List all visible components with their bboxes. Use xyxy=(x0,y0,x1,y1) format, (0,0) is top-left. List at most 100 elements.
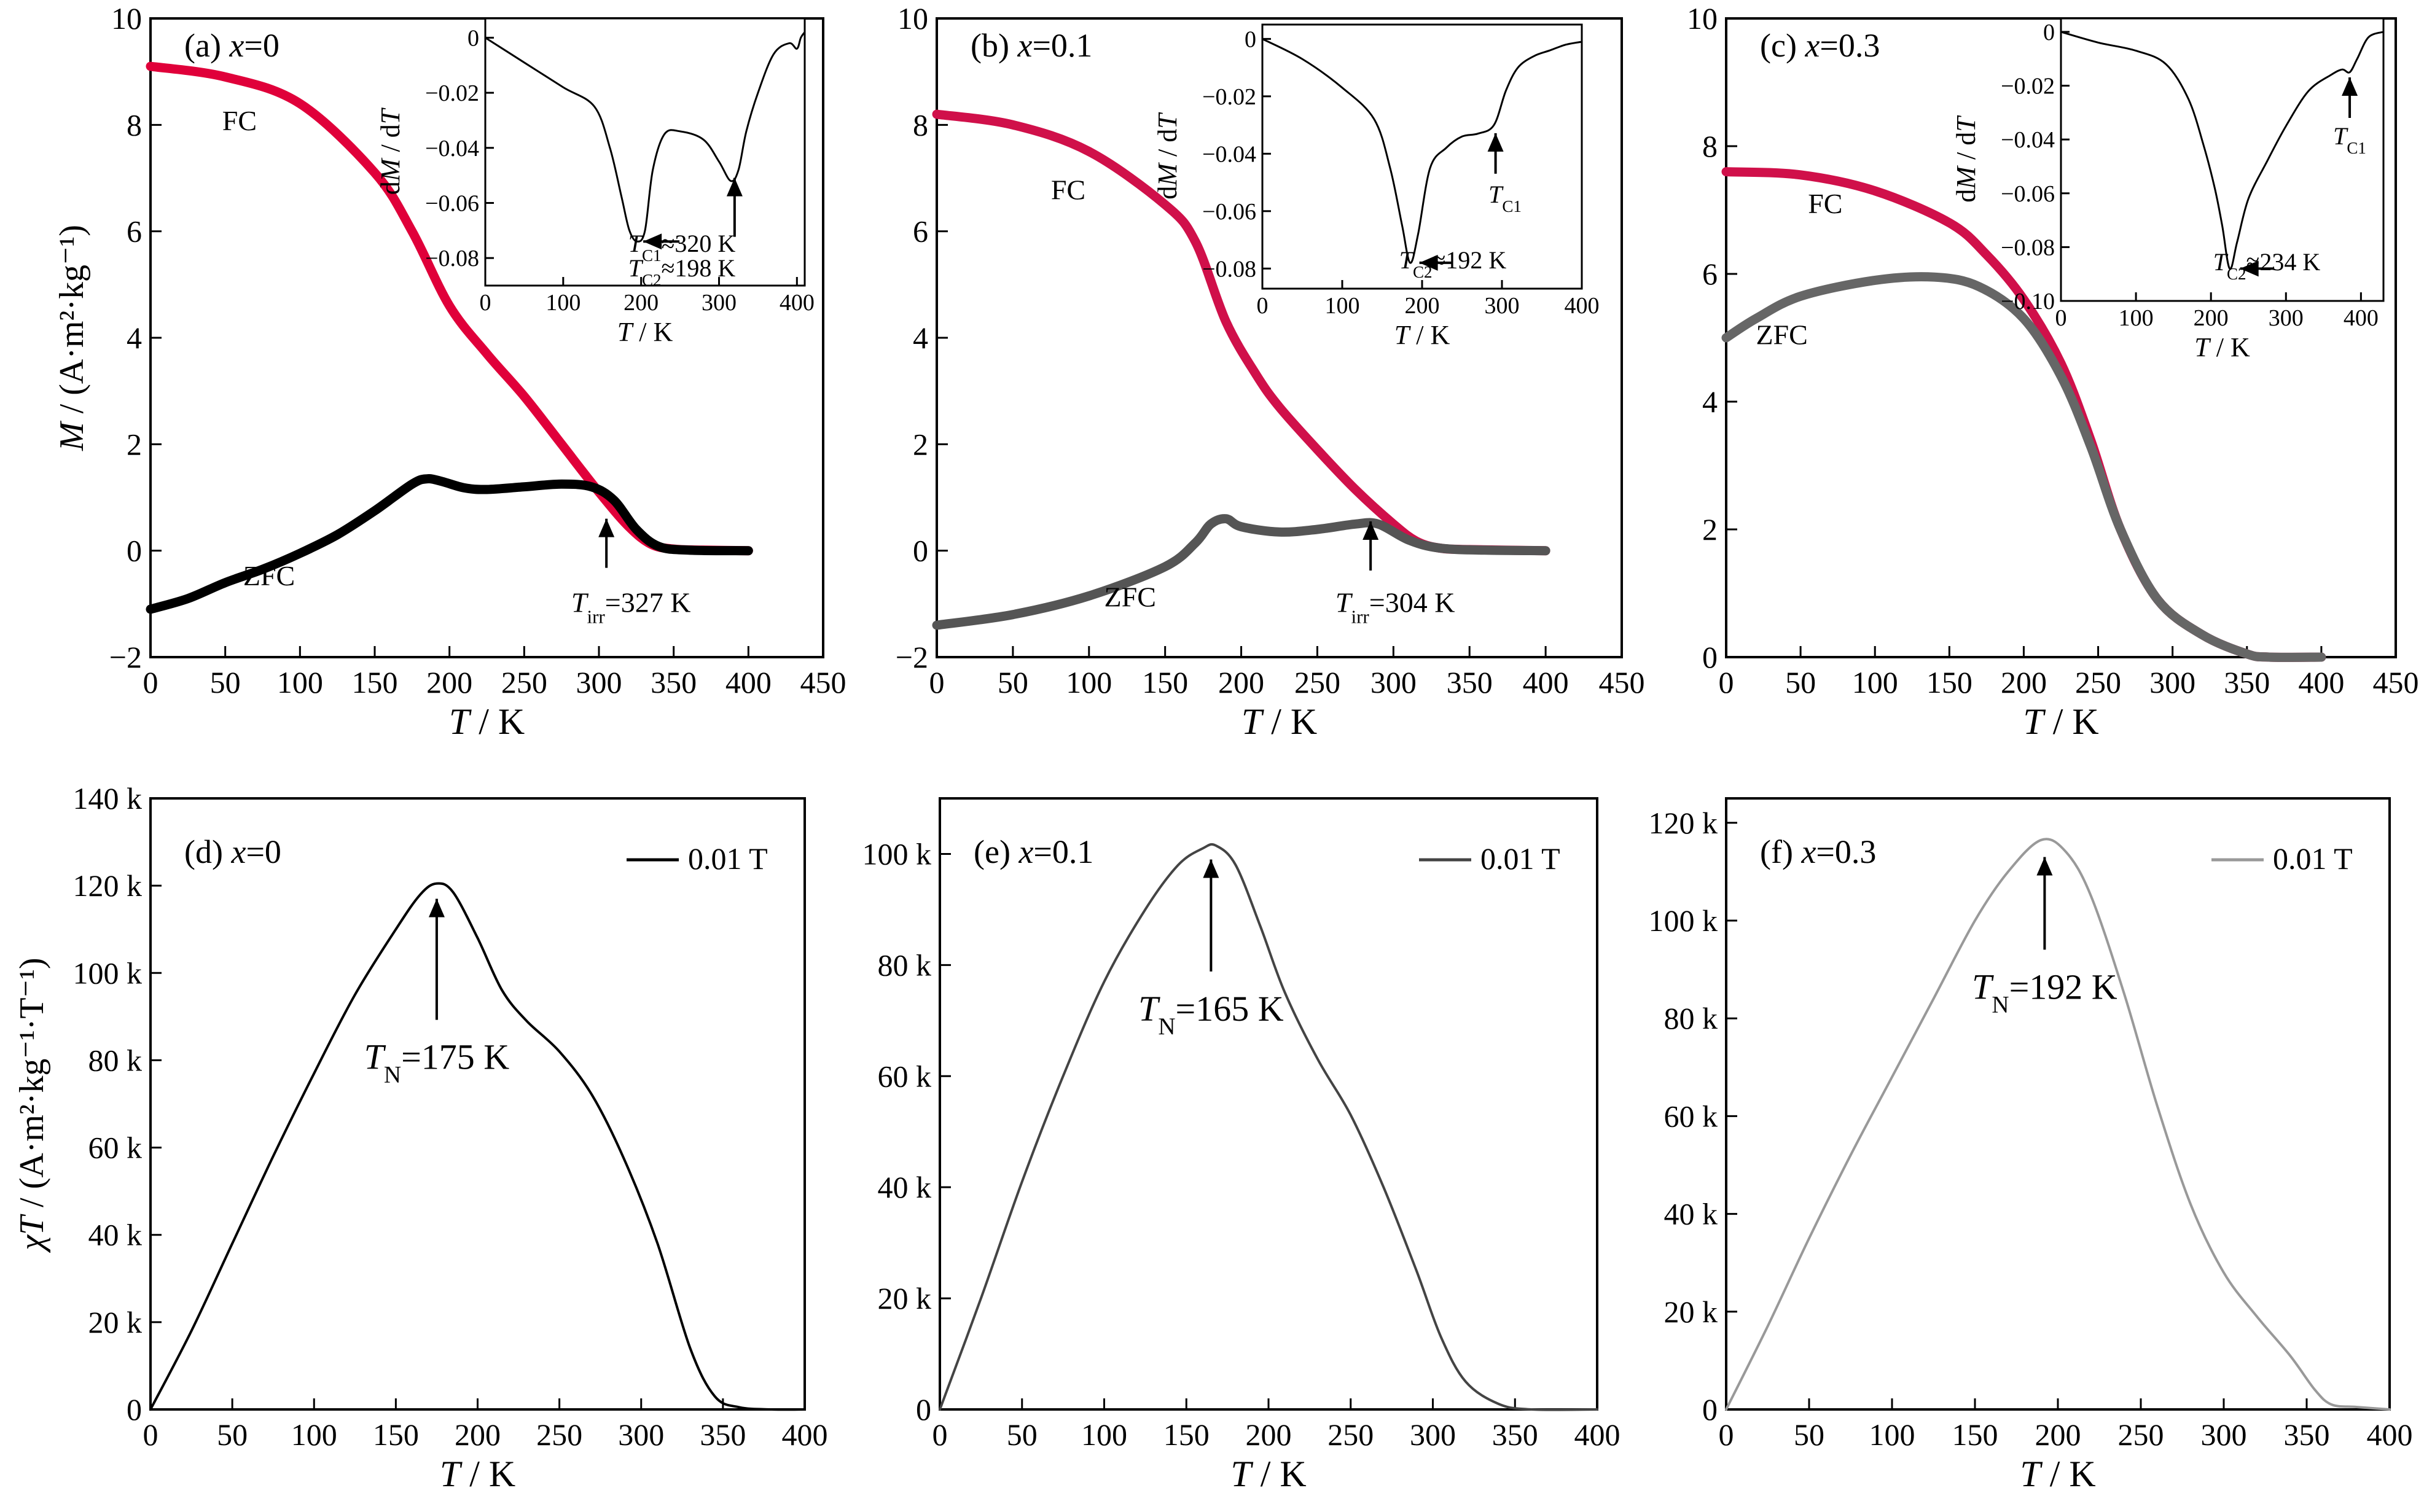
x-tick-label: 400 xyxy=(2367,1417,2413,1452)
inset-x-tick-label: 300 xyxy=(702,290,737,316)
inset-y-tick-label: −0.04 xyxy=(425,136,479,162)
x-tick-label: 150 xyxy=(1926,665,1972,699)
x-tick-label: 200 xyxy=(426,665,472,699)
x-tick-label: 50 xyxy=(210,665,241,699)
panel-label: (c) x=0.3 xyxy=(1760,27,1880,64)
annotation-tirr: Tirr=304 K xyxy=(1335,586,1455,627)
y-tick-label: 40 k xyxy=(878,1170,932,1204)
inset-y-tick-label: −0.02 xyxy=(1202,84,1256,110)
y-tick-label: 60 k xyxy=(1664,1099,1718,1133)
y-tick-label: −2 xyxy=(109,640,142,674)
x-tick-label: 100 xyxy=(1081,1417,1127,1452)
inset-series xyxy=(1262,38,1582,264)
inset-series xyxy=(2060,31,2384,270)
x-tick-label: 200 xyxy=(455,1417,501,1452)
inset-x-tick-label: 200 xyxy=(2194,305,2229,331)
y-tick-label: 40 k xyxy=(1664,1197,1718,1231)
series-label-zfc: ZFC xyxy=(243,560,295,591)
y-tick-label: 100 k xyxy=(73,956,143,990)
inset-x-tick-label: 100 xyxy=(2119,305,2154,331)
x-tick-label: 150 xyxy=(1163,1417,1210,1452)
inset-annotation-c2: TC2≈234 K xyxy=(2213,248,2321,283)
annotation-tirr: Tirr=327 K xyxy=(571,586,691,627)
x-tick-label: 350 xyxy=(2224,665,2270,699)
y-tick-label: 60 k xyxy=(88,1131,143,1165)
inset-y-axis-label: dM / dT xyxy=(1951,115,1981,203)
inset-x-axis-label: T / K xyxy=(1394,320,1450,350)
x-tick-label: 300 xyxy=(2149,665,2195,699)
x-tick-label: 200 xyxy=(2035,1417,2081,1452)
inset-panel-b: 0 100 200 300 400 0 −0.02 −0.04 −0.06 −0.08 T / K d… xyxy=(1152,23,1600,350)
inset-y-tick-label: −0.10 xyxy=(2001,289,2055,314)
x-tick-label: 100 xyxy=(1066,665,1112,699)
series-0.01-t xyxy=(149,882,806,1411)
x-tick-label: 100 xyxy=(1852,665,1898,699)
inset-x-tick-label: 300 xyxy=(2269,305,2304,331)
inset-panel-c: 0 100 200 300 400 0 −0.02 −0.04 −0.06 −0.08 −0.10 T… xyxy=(1951,17,2385,362)
inset-series xyxy=(485,31,806,243)
y-tick-label: 20 k xyxy=(1664,1295,1718,1329)
y-tick-label: 80 k xyxy=(878,948,932,982)
inset-x-tick-label: 400 xyxy=(2344,305,2379,331)
x-axis-label: T / K xyxy=(1230,1454,1306,1494)
inset-plot-frame xyxy=(484,17,806,287)
inset-annotation-c2: TC2≈198 K xyxy=(628,254,736,289)
x-tick-label: 0 xyxy=(932,1417,948,1452)
x-tick-label: 400 xyxy=(1523,665,1569,699)
inset-y-tick-label: 0 xyxy=(1245,26,1256,52)
x-tick-label: 350 xyxy=(1492,1417,1538,1452)
x-tick-label: 150 xyxy=(1952,1417,1998,1452)
x-tick-label: 50 xyxy=(998,665,1028,699)
x-tick-label: 50 xyxy=(217,1417,248,1452)
series-label-zfc: ZFC xyxy=(1104,582,1156,613)
chart-panel-c: 0 50 100 150 200 250 300 350 400 450 0 2 4 6 8 10 (c) x=… xyxy=(1687,1,2419,742)
y-tick-label: 4 xyxy=(913,321,928,355)
x-tick-label: 300 xyxy=(1410,1417,1456,1452)
y-tick-label: 6 xyxy=(913,214,928,249)
plot-frame xyxy=(939,797,1598,1411)
y-tick-label: 0 xyxy=(913,534,928,568)
irr-arrow-head xyxy=(598,518,615,537)
inset-annotation-c1: TC1 xyxy=(1488,181,1522,216)
y-tick-label: 6 xyxy=(1702,257,1718,291)
y-tick-label: 0 xyxy=(127,1392,142,1427)
inset-x-tick-label: 200 xyxy=(624,290,659,316)
y-tick-label: 80 k xyxy=(88,1043,143,1077)
inset-panel-a: 0 100 200 300 400 0 −0.02 −0.04 −0.06 −0.08 T / K d… xyxy=(375,17,815,347)
chart-panel-f: 0 50 100 150 200 250 300 350 400 0 20 k 40 k 60 k 80 … xyxy=(1649,797,2413,1494)
inset-annotation-c2: TC2≈192 K xyxy=(1399,246,1507,281)
inset-x-tick-label: 100 xyxy=(1325,293,1360,319)
inset-arrow-head xyxy=(643,233,662,250)
y-tick-label: 4 xyxy=(1702,384,1718,419)
inset-x-tick-label: 400 xyxy=(780,290,815,316)
y-tick-label: 8 xyxy=(1702,129,1718,163)
x-tick-label: 150 xyxy=(1142,665,1188,699)
y-tick-label: 0 xyxy=(1702,1392,1718,1427)
x-tick-label: 0 xyxy=(1719,1417,1734,1452)
inset-x-tick-label: 0 xyxy=(1257,293,1269,319)
series-zfc xyxy=(932,514,1550,630)
inset-y-tick-label: −0.08 xyxy=(2001,235,2055,260)
inset-x-tick-label: 200 xyxy=(1405,293,1440,319)
x-tick-label: 250 xyxy=(2118,1417,2164,1452)
series-label-fc: FC xyxy=(222,105,257,136)
y-tick-label: 20 k xyxy=(88,1305,143,1339)
x-tick-label: 350 xyxy=(2284,1417,2330,1452)
series-label-fc: FC xyxy=(1051,174,1085,206)
x-axis-label: T / K xyxy=(449,701,525,742)
x-tick-label: 150 xyxy=(352,665,398,699)
panel-label: (b) x=0.1 xyxy=(971,27,1092,64)
x-tick-label: 250 xyxy=(536,1417,582,1452)
y-tick-label: 8 xyxy=(127,107,142,142)
inset-y-tick-label: −0.06 xyxy=(425,190,479,216)
series-label-zfc: ZFC xyxy=(1756,319,1807,350)
x-tick-label: 100 xyxy=(1869,1417,1915,1452)
inset-arrow-head xyxy=(2240,260,2259,277)
inset-y-axis-label: dM / dT xyxy=(1152,112,1183,200)
y-tick-label: 2 xyxy=(1702,512,1718,547)
x-tick-label: 100 xyxy=(291,1417,337,1452)
inset-y-tick-label: −0.08 xyxy=(1202,256,1256,282)
inset-y-tick-label: −0.04 xyxy=(1202,141,1256,167)
chart-panel-d: 0 50 100 150 200 250 300 350 400 0 20 k 40 k 60 k 80 … xyxy=(13,781,828,1494)
